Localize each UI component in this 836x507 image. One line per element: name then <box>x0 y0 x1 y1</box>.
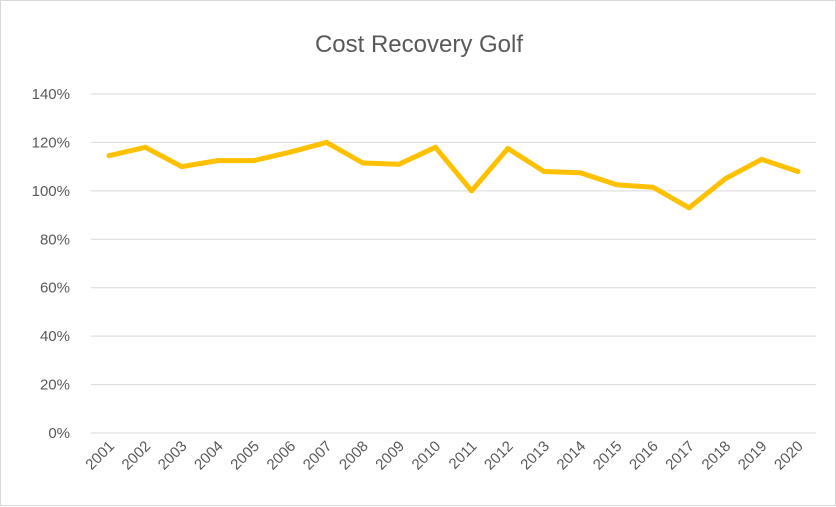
data-point <box>287 149 293 155</box>
x-tick-label: 2020 <box>771 438 807 474</box>
data-point <box>650 184 656 190</box>
x-tick-label: 2015 <box>590 438 626 474</box>
x-tick-label: 2014 <box>554 438 590 474</box>
data-point <box>577 170 583 176</box>
x-tick-label: 2009 <box>372 438 408 474</box>
y-tick-label: 60% <box>40 280 70 297</box>
x-tick-label: 2019 <box>735 438 771 474</box>
data-point <box>541 168 547 174</box>
x-tick-label: 2001 <box>82 438 118 474</box>
data-point <box>142 144 148 150</box>
y-tick-label: 100% <box>32 183 70 200</box>
data-point <box>179 164 185 170</box>
y-tick-label: 120% <box>32 134 70 151</box>
data-point <box>614 182 620 188</box>
x-tick-label: 2010 <box>409 438 445 474</box>
data-point <box>505 145 511 151</box>
y-tick-label: 140% <box>32 86 70 103</box>
data-point <box>251 158 257 164</box>
y-tick-label: 80% <box>40 231 70 248</box>
data-point <box>469 188 475 194</box>
data-point <box>795 168 801 174</box>
chart-title: Cost Recovery Golf <box>314 31 524 58</box>
data-point <box>432 144 438 150</box>
x-tick-label: 2003 <box>155 438 191 474</box>
data-point <box>360 160 366 166</box>
y-tick-label: 20% <box>40 377 70 394</box>
data-point <box>759 156 765 162</box>
data-point <box>324 139 330 145</box>
x-tick-label: 2004 <box>191 438 227 474</box>
x-tick-label: 2005 <box>227 438 263 474</box>
y-tick-label: 0% <box>48 425 70 442</box>
data-point <box>686 205 692 211</box>
data-point <box>215 158 221 164</box>
x-tick-label: 2006 <box>264 438 300 474</box>
x-tick-label: 2013 <box>517 438 553 474</box>
data-point <box>106 153 112 159</box>
x-tick-label: 2002 <box>119 438 155 474</box>
x-tick-label: 2018 <box>699 438 735 474</box>
x-tick-label: 2016 <box>626 438 662 474</box>
x-tick-label: 2012 <box>481 438 517 474</box>
data-point <box>722 176 728 182</box>
data-point <box>396 161 402 167</box>
x-tick-label: 2008 <box>336 438 372 474</box>
x-tick-label: 2017 <box>662 438 698 474</box>
y-tick-label: 40% <box>40 328 70 345</box>
x-tick-label: 2007 <box>300 438 336 474</box>
series-line <box>106 139 801 211</box>
x-tick-label: 2011 <box>446 438 481 473</box>
